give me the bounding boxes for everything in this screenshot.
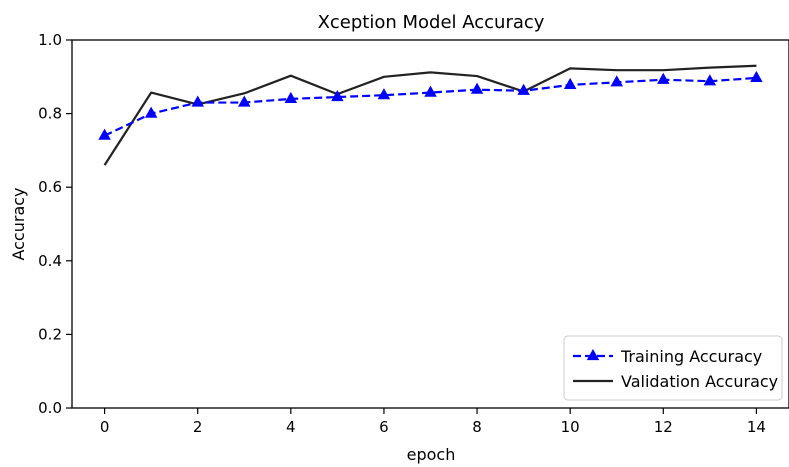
- y-tick-label: 0.6: [38, 178, 62, 196]
- x-tick-label: 8: [472, 418, 482, 436]
- y-axis-ticks: 0.0 0.2 0.4 0.6 0.8 1.0: [38, 31, 72, 417]
- training-accuracy-point: [98, 128, 111, 140]
- training-accuracy-point: [610, 75, 623, 87]
- x-tick-label: 10: [561, 418, 580, 436]
- training-accuracy-point: [750, 70, 763, 83]
- y-tick-label: 0.0: [38, 399, 62, 417]
- training-accuracy-point: [657, 72, 670, 84]
- x-tick-label: 0: [100, 418, 110, 436]
- x-axis-label: epoch: [407, 445, 456, 464]
- validation-accuracy-line: [103, 64, 757, 166]
- training-accuracy-point: [191, 95, 204, 107]
- x-tick-label: 12: [654, 418, 673, 436]
- training-accuracy-point: [703, 74, 717, 86]
- training-accuracy-point: [517, 83, 530, 95]
- training-accuracy-point: [144, 106, 158, 118]
- legend-validation-label: Validation Accuracy: [621, 372, 778, 391]
- legend-training-label: Training Accuracy: [620, 347, 762, 366]
- legend: Training Accuracy Validation Accuracy: [563, 335, 783, 401]
- y-tick-label: 0.4: [38, 252, 62, 270]
- y-tick-label: 1.0: [38, 31, 62, 49]
- x-tick-label: 6: [379, 418, 389, 436]
- chart-title: Xception Model Accuracy: [318, 12, 545, 33]
- x-axis-ticks: 0 2 4 6 8 10 12 14: [100, 408, 766, 436]
- training-accuracy-point: [331, 90, 344, 102]
- training-accuracy-point: [284, 91, 298, 103]
- training-accuracy-point: [424, 85, 437, 97]
- y-axis-label: Accuracy: [9, 187, 28, 260]
- x-tick-label: 14: [747, 418, 766, 436]
- training-accuracy-line: [104, 76, 757, 137]
- training-accuracy-point: [563, 77, 577, 89]
- plot-content: [98, 64, 763, 166]
- plot-frame: [71, 39, 789, 409]
- training-accuracy-point: [470, 82, 484, 94]
- training-accuracy-point: [377, 88, 391, 100]
- legend-box: [563, 335, 783, 401]
- y-tick-label: 0.8: [38, 105, 62, 123]
- x-tick-label: 4: [286, 418, 296, 436]
- x-tick-label: 2: [193, 418, 203, 436]
- legend-triangle-marker: [586, 348, 600, 361]
- training-accuracy-point: [238, 95, 251, 107]
- y-tick-label: 0.2: [38, 325, 62, 343]
